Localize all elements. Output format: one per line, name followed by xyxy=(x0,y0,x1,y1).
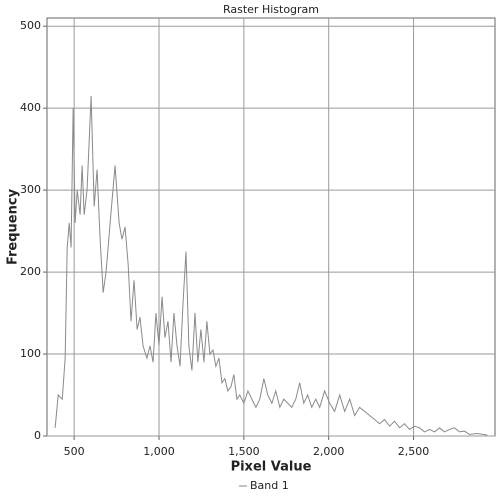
legend-label: Band 1 xyxy=(250,479,289,492)
x-axis-label: Pixel Value xyxy=(231,460,312,475)
x-tick-label: 1,000 xyxy=(143,445,175,458)
x-tick-label: 500 xyxy=(64,445,85,458)
chart-title: Raster Histogram xyxy=(223,3,319,16)
x-tick-label: 1,500 xyxy=(228,445,260,458)
plot-frame xyxy=(46,17,496,437)
y-axis-label: Frequency xyxy=(6,188,21,265)
series-line xyxy=(54,95,488,436)
y-tick-label: 400 xyxy=(20,101,41,114)
y-tick-label: 500 xyxy=(20,19,41,32)
y-tick-label: 0 xyxy=(34,429,41,442)
x-tick-label: 2,500 xyxy=(398,445,430,458)
x-tick-label: 2,000 xyxy=(313,445,345,458)
y-tick-label: 200 xyxy=(20,265,41,278)
y-tick-label: 300 xyxy=(20,183,41,196)
y-tick-label: 100 xyxy=(20,347,41,360)
